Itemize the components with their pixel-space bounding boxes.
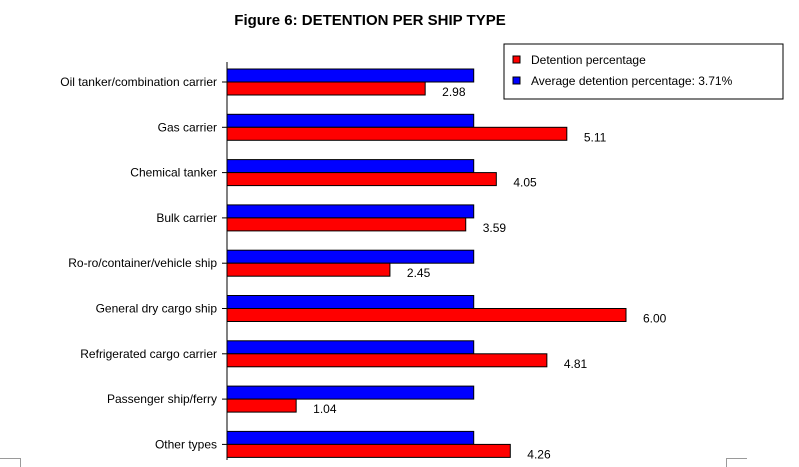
value-label: 4.81 — [564, 357, 588, 371]
bar-average — [226, 385, 475, 400]
value-label: 3.59 — [483, 221, 507, 235]
value-label: 6.00 — [643, 312, 667, 326]
value-label: 5.11 — [584, 130, 607, 144]
category-label: Refrigerated cargo carrier — [80, 347, 217, 361]
bar-average — [226, 249, 475, 264]
bar-detention — [226, 308, 627, 322]
category-label: Ro-ro/container/vehicle ship — [68, 256, 217, 270]
value-label: 4.26 — [527, 447, 551, 461]
bar-average — [226, 113, 475, 128]
legend-swatch-average — [512, 76, 521, 85]
category-label: Other types — [155, 437, 217, 451]
legend-label-average: Average detention percentage: 3.71% — [531, 74, 733, 88]
legend-box — [503, 43, 784, 100]
value-label: 2.45 — [407, 266, 431, 280]
bar-average — [226, 295, 475, 309]
bar-detention — [226, 81, 426, 96]
legend-swatch-detention — [512, 55, 521, 64]
category-label: Bulk carrier — [156, 211, 217, 225]
chart-title: Figure 6: DETENTION PER SHIP TYPE — [234, 12, 506, 29]
bar-detention — [226, 262, 391, 277]
bar-detention — [226, 217, 467, 232]
bar-detention — [226, 443, 511, 458]
bar-average — [226, 340, 475, 355]
bar-detention — [226, 353, 548, 368]
category-label: Oil tanker/combination carrier — [60, 75, 217, 89]
bar-average — [226, 159, 475, 174]
category-label: Passenger ship/ferry — [107, 392, 217, 406]
bar-average — [226, 68, 475, 83]
bar-detention — [226, 172, 497, 187]
bar-average — [226, 430, 475, 445]
bar-average — [226, 204, 475, 219]
category-label: Chemical tanker — [130, 166, 217, 180]
category-label: General dry cargo ship — [96, 302, 218, 316]
value-label: 1.04 — [313, 402, 337, 416]
legend-label-detention: Detention percentage — [531, 53, 646, 67]
bar-detention — [226, 398, 297, 413]
category-label: Gas carrier — [158, 120, 217, 134]
page-corner-bottom-left — [0, 458, 21, 467]
page-corner-bottom-right — [726, 458, 747, 467]
value-label: 4.05 — [513, 176, 537, 190]
value-label: 2.98 — [442, 85, 466, 99]
bar-detention — [226, 126, 568, 141]
